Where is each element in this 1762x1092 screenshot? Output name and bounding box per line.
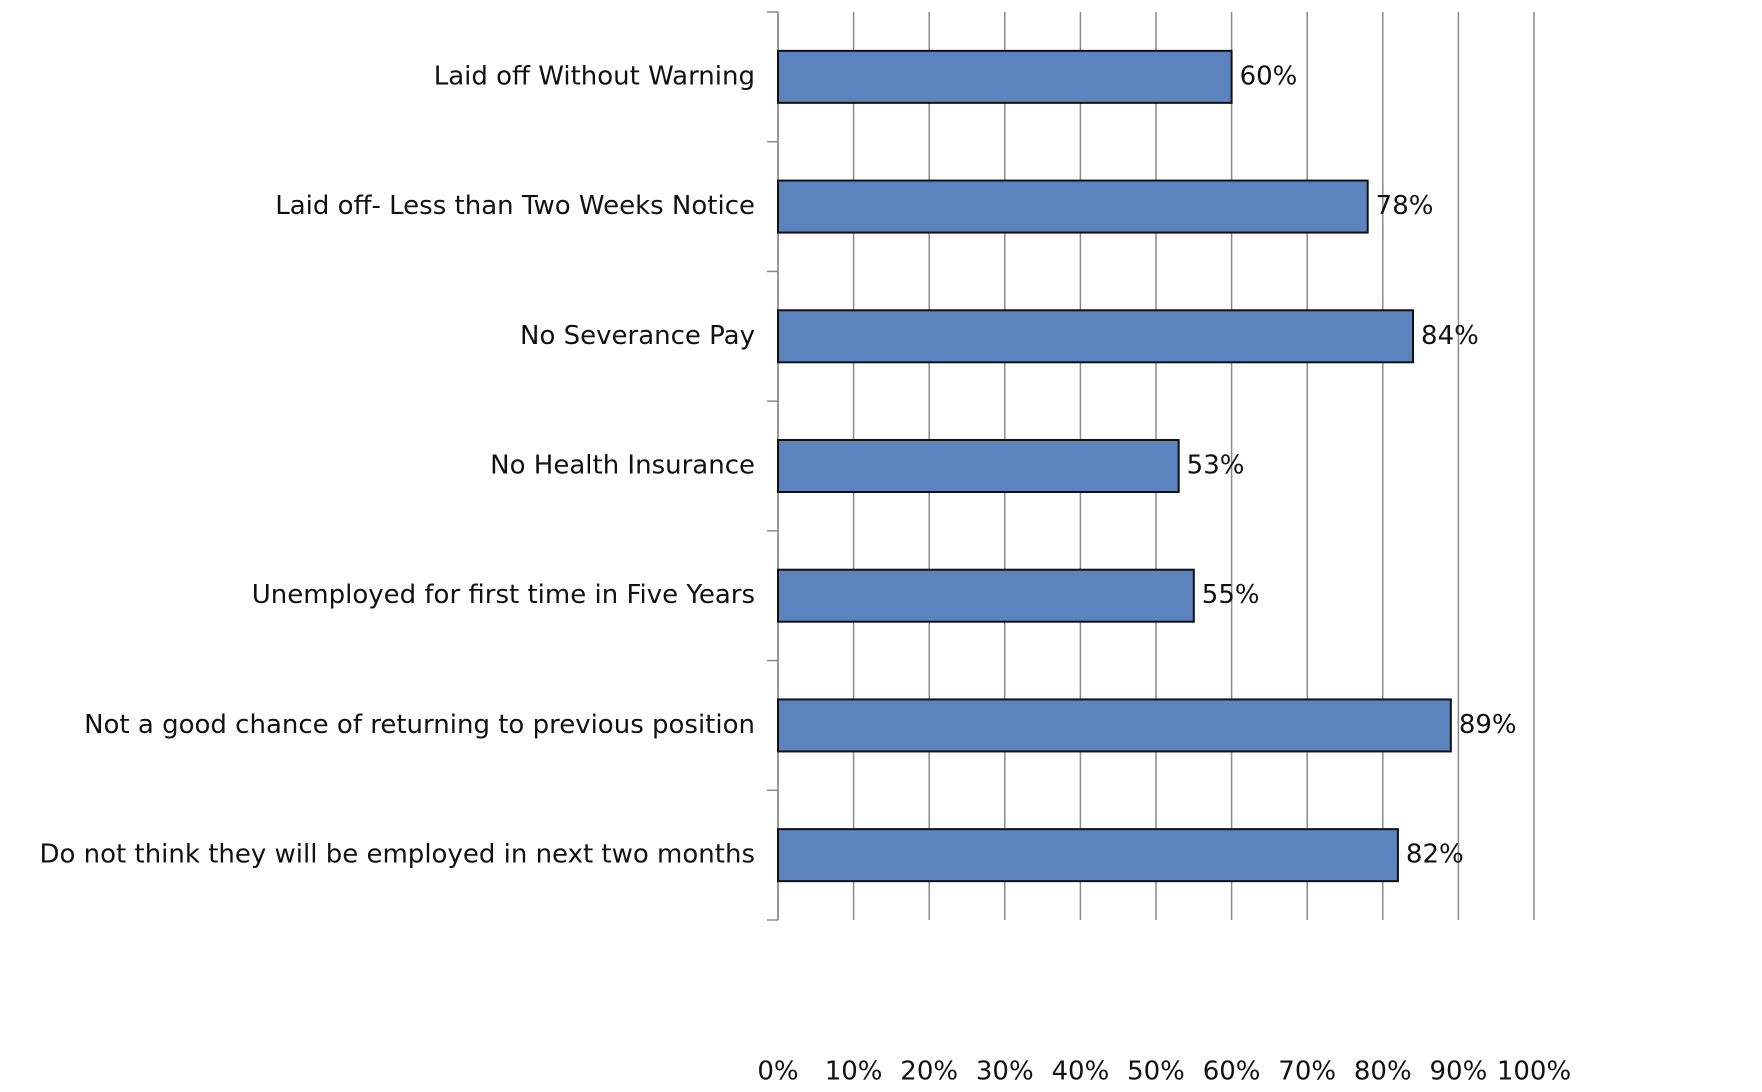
x-tick-label: 40% [1052, 1057, 1110, 1087]
y-tick-label: Laid off- Less than Two Weeks Notice [275, 191, 755, 221]
value-label: 84% [1421, 321, 1479, 351]
x-tick-label: 60% [1203, 1057, 1261, 1087]
y-tick-label: Not a good chance of returning to previo… [84, 710, 755, 740]
y-tick-label: Unemployed for first time in Five Years [252, 580, 755, 610]
x-tick-label: 20% [900, 1057, 958, 1087]
y-tick-label: Do not think they will be employed in ne… [39, 840, 755, 870]
x-tick-label: 50% [1127, 1057, 1185, 1087]
value-label: 55% [1202, 580, 1260, 610]
bar [777, 698, 1452, 753]
bar [777, 568, 1195, 623]
bar [777, 49, 1233, 104]
value-label: 78% [1376, 191, 1434, 221]
x-tick-label: 90% [1430, 1057, 1488, 1087]
x-tick-label: 80% [1354, 1057, 1412, 1087]
bar [777, 309, 1415, 364]
bar [777, 828, 1399, 883]
value-label: 89% [1459, 710, 1517, 740]
y-tick-label: No Severance Pay [520, 321, 755, 351]
value-label: 53% [1187, 451, 1245, 481]
value-label: 60% [1240, 61, 1298, 91]
x-tick-label: 100% [1497, 1057, 1571, 1087]
y-tick-label: Laid off Without Warning [434, 61, 755, 91]
value-label: 82% [1406, 840, 1464, 870]
x-tick-label: 0% [757, 1057, 798, 1087]
x-tick-label: 10% [825, 1057, 883, 1087]
bar [777, 179, 1369, 234]
x-tick-label: 70% [1278, 1057, 1336, 1087]
y-tick-label: No Health Insurance [490, 451, 755, 481]
bar [777, 439, 1180, 493]
x-tick-label: 30% [976, 1057, 1034, 1087]
